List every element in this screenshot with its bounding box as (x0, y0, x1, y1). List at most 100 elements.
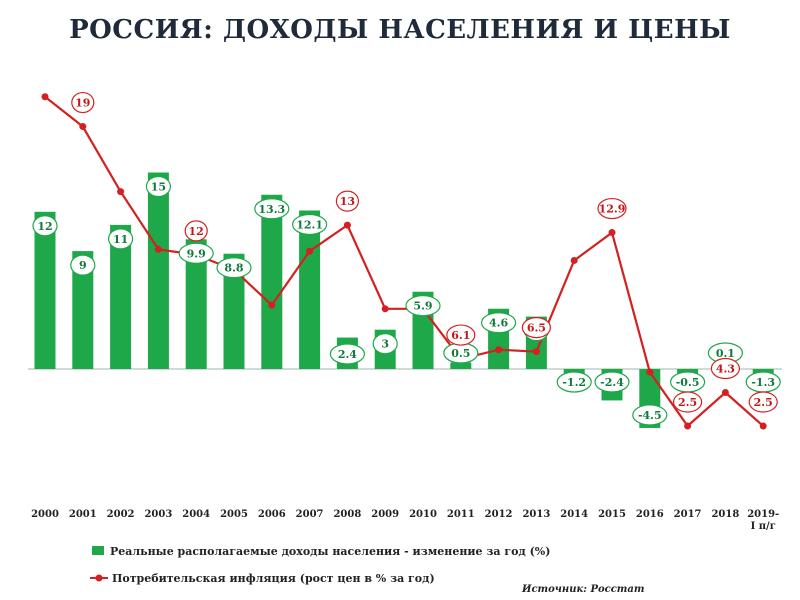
line-label-bubble (446, 324, 476, 346)
line-point-2007 (306, 247, 314, 255)
bar-label-bubble (405, 295, 441, 317)
bar-data-label: 3 (381, 338, 389, 351)
bar-label-bubble (556, 371, 592, 393)
bar-label-bubble (216, 257, 252, 279)
line-data-labels: 19 12 13 6.1 6.5 12.9 2.5 4.3 2.5 (71, 91, 778, 413)
bar-label-bubble (632, 404, 668, 426)
x-tick-label: 2007 (296, 509, 324, 520)
x-tick-label: 2003 (144, 509, 172, 520)
bar-label-bubble (292, 213, 328, 236)
line-label-bubble (184, 220, 208, 242)
x-tick-label: 2002 (107, 509, 135, 520)
line-data-label: 2.5 (754, 396, 773, 409)
line-point-2009 (381, 305, 389, 313)
bar-label-bubble (594, 371, 630, 393)
line-point-2012 (495, 346, 503, 354)
line-point-2006 (268, 301, 276, 309)
bar-data-label: 4.6 (489, 317, 508, 330)
bar-data-label: 0.5 (451, 347, 470, 360)
x-axis-ticks: 2000 2001 2002 2003 2004 2005 2006 2007 2008 2009… (31, 509, 779, 532)
line-point-2014 (570, 256, 578, 264)
bar-label-bubble (107, 228, 134, 250)
line-point-2015 (608, 229, 616, 237)
bar-data-label: 9 (79, 259, 87, 272)
x-tick-label: 2015 (598, 509, 626, 520)
line-label-bubble (335, 190, 359, 212)
x-tick-label: 2019- (747, 509, 779, 520)
line-data-label: 12 (189, 225, 204, 238)
bar-data-label: 13.3 (258, 203, 285, 216)
legend-bar-label: Реальные располагаемые доходы населения … (110, 545, 550, 558)
line-point-2016 (646, 368, 654, 376)
bar-data-label: -1.2 (562, 376, 586, 389)
bar-data-label: 2.4 (338, 348, 357, 361)
line-point-2017 (684, 422, 692, 430)
line-point-2002 (117, 188, 125, 196)
x-tick-label: 2017 (674, 509, 702, 520)
bar-data-label: 12.1 (296, 218, 323, 231)
bar-2006 (261, 194, 283, 369)
bar-2007 (299, 210, 321, 369)
bar-label-bubble (481, 312, 517, 334)
bar-2000 (34, 211, 56, 369)
line-data-label: 12.9 (599, 203, 626, 216)
line-label-bubble (521, 317, 552, 339)
x-tick-label: 2012 (485, 509, 513, 520)
bar-data-label: -4.5 (638, 409, 662, 422)
line-data-label: 4.3 (716, 363, 735, 376)
line-point-2000 (41, 93, 49, 101)
x-tick-label: 2013 (522, 509, 550, 520)
bar-2005 (223, 253, 245, 369)
bar-2001 (72, 251, 94, 369)
x-tick-label: 2004 (182, 509, 210, 520)
bar-2002 (110, 224, 132, 369)
bar-data-labels: 12911159.98.813.312.12.435.90.54.64-1.2-… (32, 175, 781, 426)
bar-data-label: -0.5 (676, 376, 700, 389)
x-tick-label: 2016 (636, 509, 664, 520)
bar-label-bubble (254, 198, 290, 220)
bar-label-bubble (372, 333, 398, 355)
line-data-label: 2.5 (678, 396, 697, 409)
line-data-label: 6.1 (451, 329, 470, 342)
line-label-bubble (597, 197, 627, 220)
bar-2003 (147, 172, 169, 369)
bar-data-label: 11 (113, 233, 128, 246)
bar-data-label: 0.1 (716, 347, 735, 360)
line-point-2018 (721, 389, 729, 397)
bar-label-bubble (178, 242, 214, 264)
bar-data-label: -1.3 (751, 376, 775, 389)
line-label-bubble (672, 391, 703, 413)
line-data-label: 19 (75, 97, 90, 110)
x-tick-label: 2014 (560, 509, 588, 520)
line-point-2019- (759, 422, 767, 430)
bar-data-label: -2.4 (600, 376, 624, 389)
legend-line-marker (95, 574, 103, 582)
bar-2011 (450, 362, 472, 369)
bar-data-label: 9.9 (187, 247, 206, 260)
line-point-2008 (343, 221, 351, 229)
plot-area: 12911159.98.813.312.12.435.90.54.64-1.2-… (28, 91, 782, 430)
bar-data-label: 12 (37, 220, 52, 233)
source-note: Источник: Росстат (521, 584, 644, 595)
inflation-line (44, 95, 764, 428)
line-point-2003 (154, 245, 162, 253)
bar-label-bubble (329, 343, 365, 365)
bar-label-bubble (32, 215, 58, 237)
bar-label-bubble (70, 254, 96, 276)
bar-data-label: 15 (151, 181, 166, 194)
x-tick-label: 2006 (258, 509, 286, 520)
x-tick-label: 2018 (711, 509, 739, 520)
legend: Реальные располагаемые доходы населения … (90, 545, 550, 585)
legend-line-label: Потребительская инфляция (рост цен в % з… (112, 572, 435, 585)
line-data-label: 6.5 (527, 322, 546, 335)
line-point-2001 (79, 123, 87, 131)
line-point-2013 (532, 348, 540, 356)
x-tick-label: 2008 (333, 509, 361, 520)
x-tick-label: 2010 (409, 509, 437, 520)
bar-series (34, 172, 774, 428)
bar-data-label: 5.9 (413, 300, 432, 313)
line-label-bubble (71, 91, 95, 114)
x-tick-label: 2000 (31, 509, 59, 520)
line-label-bubble (748, 391, 778, 413)
